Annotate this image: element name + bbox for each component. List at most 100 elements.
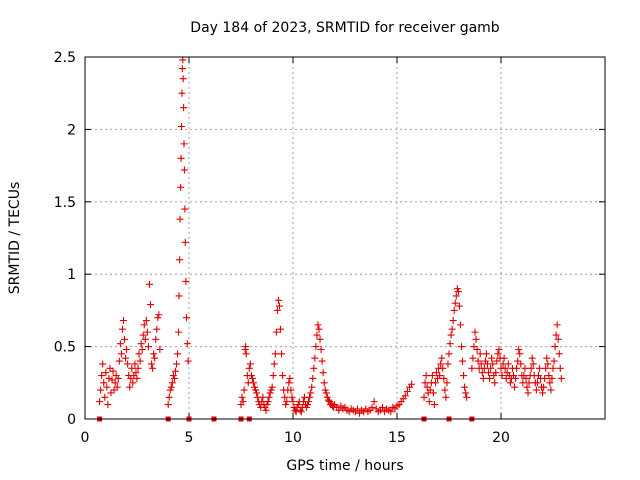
y-tick-label: 0.5 (54, 340, 76, 356)
data-point (126, 383, 134, 391)
data-point (287, 386, 295, 394)
data-point (321, 386, 329, 394)
data-point (242, 343, 250, 351)
data-point (240, 386, 248, 394)
data-point (426, 386, 434, 394)
data-point (420, 393, 428, 401)
data-point (485, 369, 493, 377)
data-point (474, 357, 482, 365)
x-tick-label: 15 (388, 430, 406, 446)
data-point (272, 328, 280, 336)
data-point (446, 340, 454, 348)
data-point (447, 331, 455, 339)
data-point (314, 321, 322, 329)
data-point (175, 292, 183, 300)
data-point (553, 321, 561, 329)
data-point (106, 364, 114, 372)
data-point (303, 403, 311, 411)
data-point (152, 335, 160, 343)
data-point (487, 364, 495, 372)
data-point (267, 386, 275, 394)
data-point (408, 380, 416, 388)
y-tick-label: 0 (67, 412, 76, 428)
data-point (557, 374, 565, 382)
data-point (304, 401, 312, 409)
data-point (513, 364, 521, 372)
data-point (445, 350, 453, 358)
data-point (147, 301, 155, 309)
data-point (124, 360, 132, 368)
data-point (131, 360, 139, 368)
data-point (127, 374, 135, 382)
data-point (99, 360, 107, 368)
data-point (470, 343, 478, 351)
data-point (144, 343, 152, 351)
plot-frame (84, 56, 606, 420)
data-point (319, 369, 327, 377)
data-point (313, 331, 321, 339)
data-point (512, 374, 520, 382)
data-points (96, 56, 565, 422)
data-point (119, 317, 127, 325)
data-point (177, 154, 185, 162)
data-point (183, 314, 191, 322)
data-point (279, 372, 287, 380)
data-point (500, 354, 508, 362)
data-point (494, 350, 502, 358)
data-point (281, 393, 289, 401)
data-point (107, 389, 115, 397)
data-point (335, 406, 343, 414)
data-point (463, 393, 471, 401)
data-point (305, 398, 313, 406)
data-point (275, 302, 283, 310)
data-point (469, 354, 477, 362)
x-axis-ticks: 0 5 10 15 20 (81, 57, 510, 446)
data-point (277, 325, 285, 333)
data-point (315, 325, 323, 333)
data-point (462, 389, 470, 397)
data-point (251, 383, 259, 391)
y-axis-label: SRMTID / TECUs (7, 182, 23, 295)
data-point (472, 335, 480, 343)
data-point (491, 379, 499, 387)
data-point (450, 306, 458, 314)
data-point (165, 393, 173, 401)
data-point (306, 393, 314, 401)
data-point (368, 403, 376, 411)
data-point (387, 408, 395, 416)
data-point (176, 256, 184, 264)
data-point (273, 306, 281, 314)
data-point (176, 215, 184, 223)
data-point (168, 379, 176, 387)
data-point (545, 372, 553, 380)
data-point (183, 340, 191, 348)
data-point (403, 387, 411, 395)
data-point (479, 374, 487, 382)
y-tick-label: 1 (67, 267, 76, 283)
data-point (521, 364, 529, 372)
data-point (116, 340, 124, 348)
data-point (101, 393, 109, 401)
data-point (421, 379, 429, 387)
data-point (451, 299, 459, 307)
data-point (425, 398, 433, 406)
data-point (167, 383, 175, 391)
data-point (495, 345, 503, 353)
data-point (322, 389, 330, 397)
data-point (286, 374, 294, 382)
data-point (262, 406, 270, 414)
data-point (551, 343, 559, 351)
data-point (544, 360, 552, 368)
data-point (454, 288, 462, 296)
data-point (178, 123, 186, 131)
data-point (136, 357, 144, 365)
data-point (134, 364, 142, 372)
data-point (282, 401, 290, 409)
data-point (546, 379, 554, 387)
data-point (123, 345, 131, 353)
data-point (264, 398, 272, 406)
data-point (549, 364, 557, 372)
data-point (476, 350, 484, 358)
data-point (473, 345, 481, 353)
